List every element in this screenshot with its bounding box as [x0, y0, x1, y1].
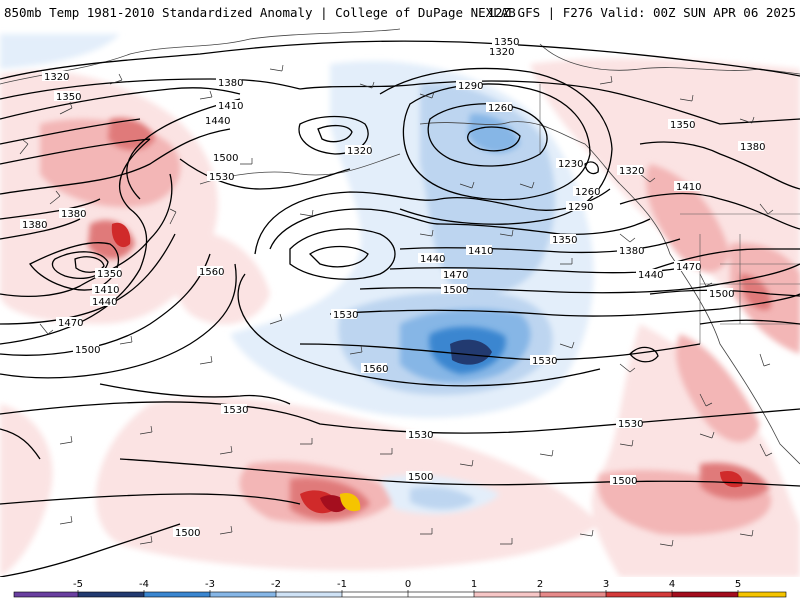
contour-label: 1290 — [568, 202, 593, 213]
contour-label: 1530 — [209, 172, 234, 183]
legend-tick-label: -3 — [205, 579, 215, 590]
contour-label: 1500 — [175, 528, 200, 539]
contour-label: 1440 — [420, 254, 445, 265]
legend-color-segment — [672, 592, 738, 597]
contour-label: 1440 — [205, 116, 230, 127]
contour-label: 1440 — [638, 270, 663, 281]
legend-color-segment — [606, 592, 672, 597]
legend-color-segment — [14, 592, 78, 597]
contour-label: 1380 — [619, 246, 644, 257]
contour-label: 1350 — [56, 92, 81, 103]
contour-label: 1380 — [218, 78, 243, 89]
contour-labels: 1350 1320 1320 1350 1380 1410 1440 1500 … — [20, 36, 765, 539]
cold-anomaly-extreme — [450, 339, 492, 365]
contour-label: 1410 — [94, 285, 119, 296]
contour-label: 1530 — [618, 419, 643, 430]
contour-label: 1320 — [489, 47, 514, 58]
contour-label: 1260 — [488, 103, 513, 114]
contour-label: 1530 — [408, 430, 433, 441]
political-boundaries — [539, 84, 800, 344]
legend-tick-label: 5 — [735, 579, 741, 590]
legend-tick-label: 3 — [603, 579, 609, 590]
contour-label: 1350 — [97, 269, 122, 280]
map-canvas: 1350 1320 1320 1350 1380 1410 1440 1500 … — [0, 24, 800, 577]
legend-color-segment — [78, 592, 144, 597]
contour-label: 1350 — [494, 37, 519, 48]
contour-label: 1410 — [676, 182, 701, 193]
contour-label: 1470 — [443, 270, 468, 281]
contour-label: 1500 — [612, 476, 637, 487]
legend-tick-label: 2 — [537, 579, 543, 590]
contour-label: 1560 — [199, 267, 224, 278]
coastlines — [0, 28, 800, 465]
contour-label: 1500 — [408, 472, 433, 483]
contour-label: 1440 — [92, 297, 117, 308]
contour-label: 1350 — [552, 235, 577, 246]
contour-label: 1320 — [619, 166, 644, 177]
model-valid-time: 12Z GFS | F276 Valid: 00Z SUN APR 06 202… — [487, 5, 796, 20]
legend-color-segment — [738, 592, 786, 597]
contour-label: 1290 — [458, 81, 483, 92]
height-contours — [0, 40, 800, 577]
legend-color-segment — [276, 592, 342, 597]
contour-label: 1500 — [75, 345, 100, 356]
legend-outline — [13, 591, 787, 598]
contour-label: 1500 — [443, 285, 468, 296]
warm-anomaly-extreme — [320, 492, 361, 513]
wind-barbs — [19, 64, 774, 547]
contour-label: 1470 — [676, 262, 701, 273]
contour-label: 1380 — [22, 220, 47, 231]
contour-label: 1260 — [575, 187, 600, 198]
contour-label: 1500 — [709, 289, 734, 300]
legend-tick-label: -4 — [139, 579, 149, 590]
contour-label: 1320 — [347, 146, 372, 157]
contour-label: 1500 — [213, 153, 238, 164]
anomaly-map: 1350 1320 1320 1350 1380 1410 1440 1500 … — [0, 24, 800, 577]
legend-color-segment — [210, 592, 276, 597]
color-scale-legend: -5 -4 -3 -2 -1 0 1 2 3 4 5 — [0, 577, 800, 600]
contour-label: 1350 — [670, 120, 695, 131]
legend-tick-label: 0 — [405, 579, 411, 590]
contour-label: 1560 — [363, 364, 388, 375]
legend-color-segment — [408, 592, 474, 597]
contour-label: 1410 — [468, 246, 493, 257]
legend-color-segment — [540, 592, 606, 597]
contour-label: 1320 — [44, 72, 69, 83]
legend-color-segment — [144, 592, 210, 597]
legend-tick-label: -1 — [337, 579, 347, 590]
legend-color-segment — [342, 592, 408, 597]
legend-color-segment — [474, 592, 540, 597]
contour-label: 1230 — [558, 159, 583, 170]
contour-label: 1530 — [223, 405, 248, 416]
legend-tick-label: -2 — [271, 579, 281, 590]
legend-colorbar: -5 -4 -3 -2 -1 0 1 2 3 4 5 — [13, 579, 787, 598]
contour-label: 1530 — [532, 356, 557, 367]
contour-label: 1530 — [333, 310, 358, 321]
legend-tick-label: 1 — [471, 579, 477, 590]
contour-label: 1380 — [61, 209, 86, 220]
chart-title: 850mb Temp 1981-2010 Standardized Anomal… — [4, 5, 516, 20]
chart-header: 850mb Temp 1981-2010 Standardized Anomal… — [0, 0, 800, 25]
contour-label: 1380 — [740, 142, 765, 153]
contour-label: 1470 — [58, 318, 83, 329]
legend-tick-label: 4 — [669, 579, 675, 590]
legend-tick-label: -5 — [73, 579, 83, 590]
contour-label: 1410 — [218, 101, 243, 112]
